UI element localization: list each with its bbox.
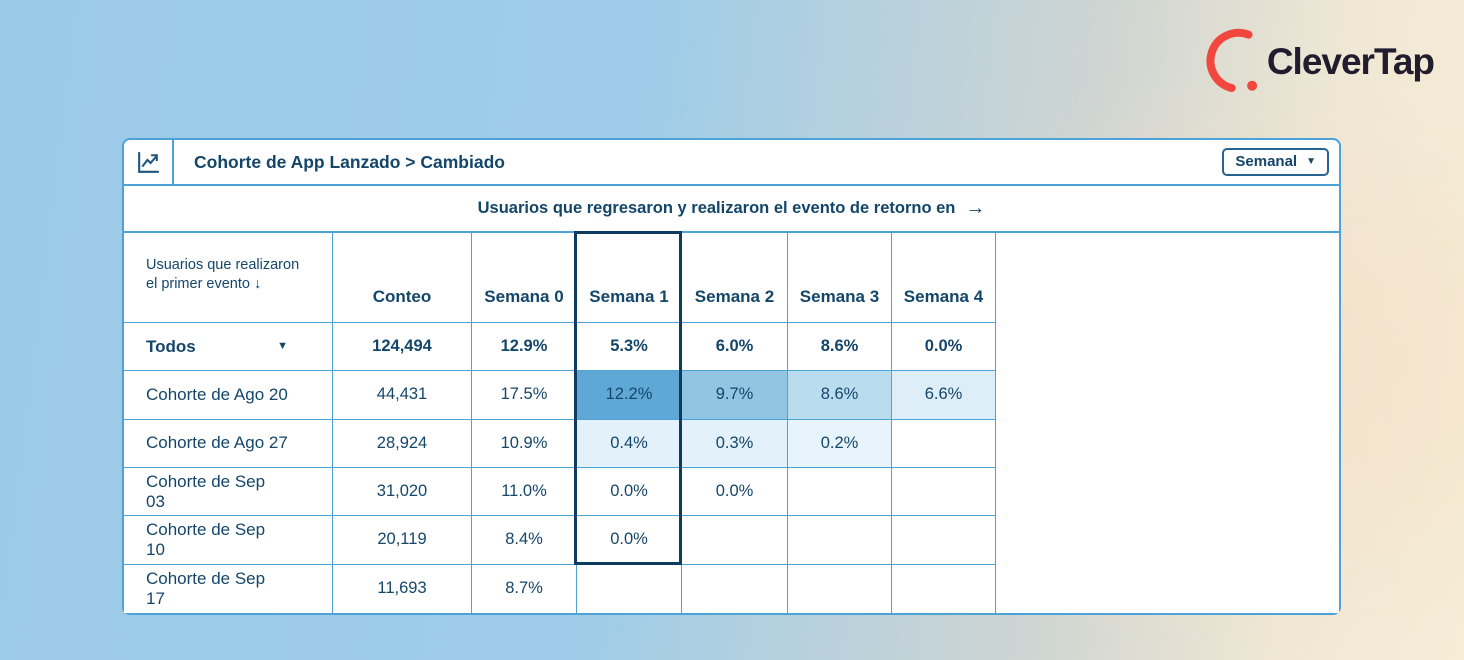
cohort-grid-wrap: Usuarios que realizaron el primer evento … [124, 231, 1339, 613]
grid-empty-area [996, 233, 1339, 613]
cohort-widget: Cohorte de App Lanzado > Cambiado Semana… [122, 138, 1341, 615]
count-cell: 31,020 [333, 467, 472, 517]
retention-cell-semana-0: 8.4% [472, 516, 577, 565]
cohort-row-label-text: Cohorte de Sep 10 [146, 519, 266, 559]
retention-cell-semana-2: 6.0% [682, 323, 788, 372]
retention-cell-semana-4 [892, 467, 996, 517]
cohort-row-label: Cohorte de Sep 17 [124, 564, 333, 613]
column-header-conteo: Conteo [333, 233, 472, 323]
clevertap-wordmark: CleverTap [1266, 41, 1435, 82]
chevron-down-icon: ▼ [277, 340, 288, 353]
cohort-row-label[interactable]: Todos ▼ [124, 323, 333, 372]
retention-cell-semana-0: 17.5% [472, 371, 577, 420]
retention-cell-semana-3: 0.2% [788, 419, 892, 468]
line-chart-icon [137, 151, 159, 173]
column-header-semana-1: Semana 1 [577, 233, 682, 323]
return-event-subtitle: Usuarios que regresaron y realizaron el … [124, 186, 1339, 233]
retention-cell-semana-4 [892, 419, 996, 468]
retention-cell-semana-1: 5.3% [577, 323, 682, 372]
retention-cell-semana-2 [682, 564, 788, 613]
cohort-grid: Usuarios que realizaron el primer evento … [124, 233, 1339, 613]
cohort-row-label-text: Cohorte de Sep 17 [146, 568, 266, 608]
retention-cell-semana-3 [788, 564, 892, 613]
column-header-semana-2: Semana 2 [682, 233, 788, 323]
retention-cell-semana-3 [788, 516, 892, 565]
arrow-down-icon: ↓ [254, 275, 262, 292]
widget-titlebar: Cohorte de App Lanzado > Cambiado Semana… [124, 140, 1339, 186]
retention-cell-semana-3: 8.6% [788, 371, 892, 420]
cohort-row-label: Cohorte de Sep 03 [124, 467, 333, 517]
column-header-semana-3: Semana 3 [788, 233, 892, 323]
retention-cell-semana-0: 8.7% [472, 564, 577, 613]
retention-cell-semana-1: 12.2% [577, 371, 682, 420]
retention-cell-semana-2: 0.0% [682, 467, 788, 517]
period-dropdown[interactable]: Semanal ▼ [1222, 148, 1329, 176]
retention-cell-semana-1: 0.4% [577, 419, 682, 468]
widget-title: Cohorte de App Lanzado > Cambiado [194, 151, 505, 172]
column-header-semana-4: Semana 4 [892, 233, 996, 323]
retention-cell-semana-4: 6.6% [892, 371, 996, 420]
retention-cell-semana-3 [788, 467, 892, 517]
retention-cell-semana-0: 12.9% [472, 323, 577, 372]
chevron-down-icon: ▼ [1306, 155, 1316, 167]
arrow-right-icon: → [965, 197, 986, 219]
retention-cell-semana-3: 8.6% [788, 323, 892, 372]
cohort-row-label-text: Cohorte de Ago 20 [146, 384, 288, 404]
cohort-row-label: Cohorte de Sep 10 [124, 516, 333, 565]
retention-cell-semana-0: 11.0% [472, 467, 577, 517]
cohort-row-label-text: Cohorte de Ago 27 [146, 433, 288, 453]
cohort-row-label-text: Todos [146, 336, 196, 356]
count-cell: 44,431 [333, 371, 472, 420]
clevertap-arc-icon [1206, 28, 1257, 92]
count-cell: 28,924 [333, 419, 472, 468]
retention-cell-semana-4: 0.0% [892, 323, 996, 372]
cohort-row-label: Cohorte de Ago 20 [124, 371, 333, 420]
retention-cell-semana-0: 10.9% [472, 419, 577, 468]
clevertap-logo: CleverTap [1201, 26, 1435, 98]
count-cell: 11,693 [333, 564, 472, 613]
retention-cell-semana-1 [577, 564, 682, 613]
column-header-semana-0: Semana 0 [472, 233, 577, 323]
chart-view-button[interactable] [124, 140, 174, 184]
retention-cell-semana-1: 0.0% [577, 467, 682, 517]
retention-cell-semana-4 [892, 516, 996, 565]
retention-cell-semana-2 [682, 516, 788, 565]
period-dropdown-label: Semanal [1235, 153, 1298, 170]
retention-cell-semana-2: 9.7% [682, 371, 788, 420]
retention-cell-semana-4 [892, 564, 996, 613]
row-dimension-header: Usuarios que realizaron el primer evento … [124, 233, 333, 323]
count-cell: 20,119 [333, 516, 472, 565]
cohort-row-label: Cohorte de Ago 27 [124, 419, 333, 468]
retention-cell-semana-2: 0.3% [682, 419, 788, 468]
count-cell: 124,494 [333, 323, 472, 372]
retention-cell-semana-1: 0.0% [577, 516, 682, 565]
cohort-row-label-text: Cohorte de Sep 03 [146, 471, 266, 511]
